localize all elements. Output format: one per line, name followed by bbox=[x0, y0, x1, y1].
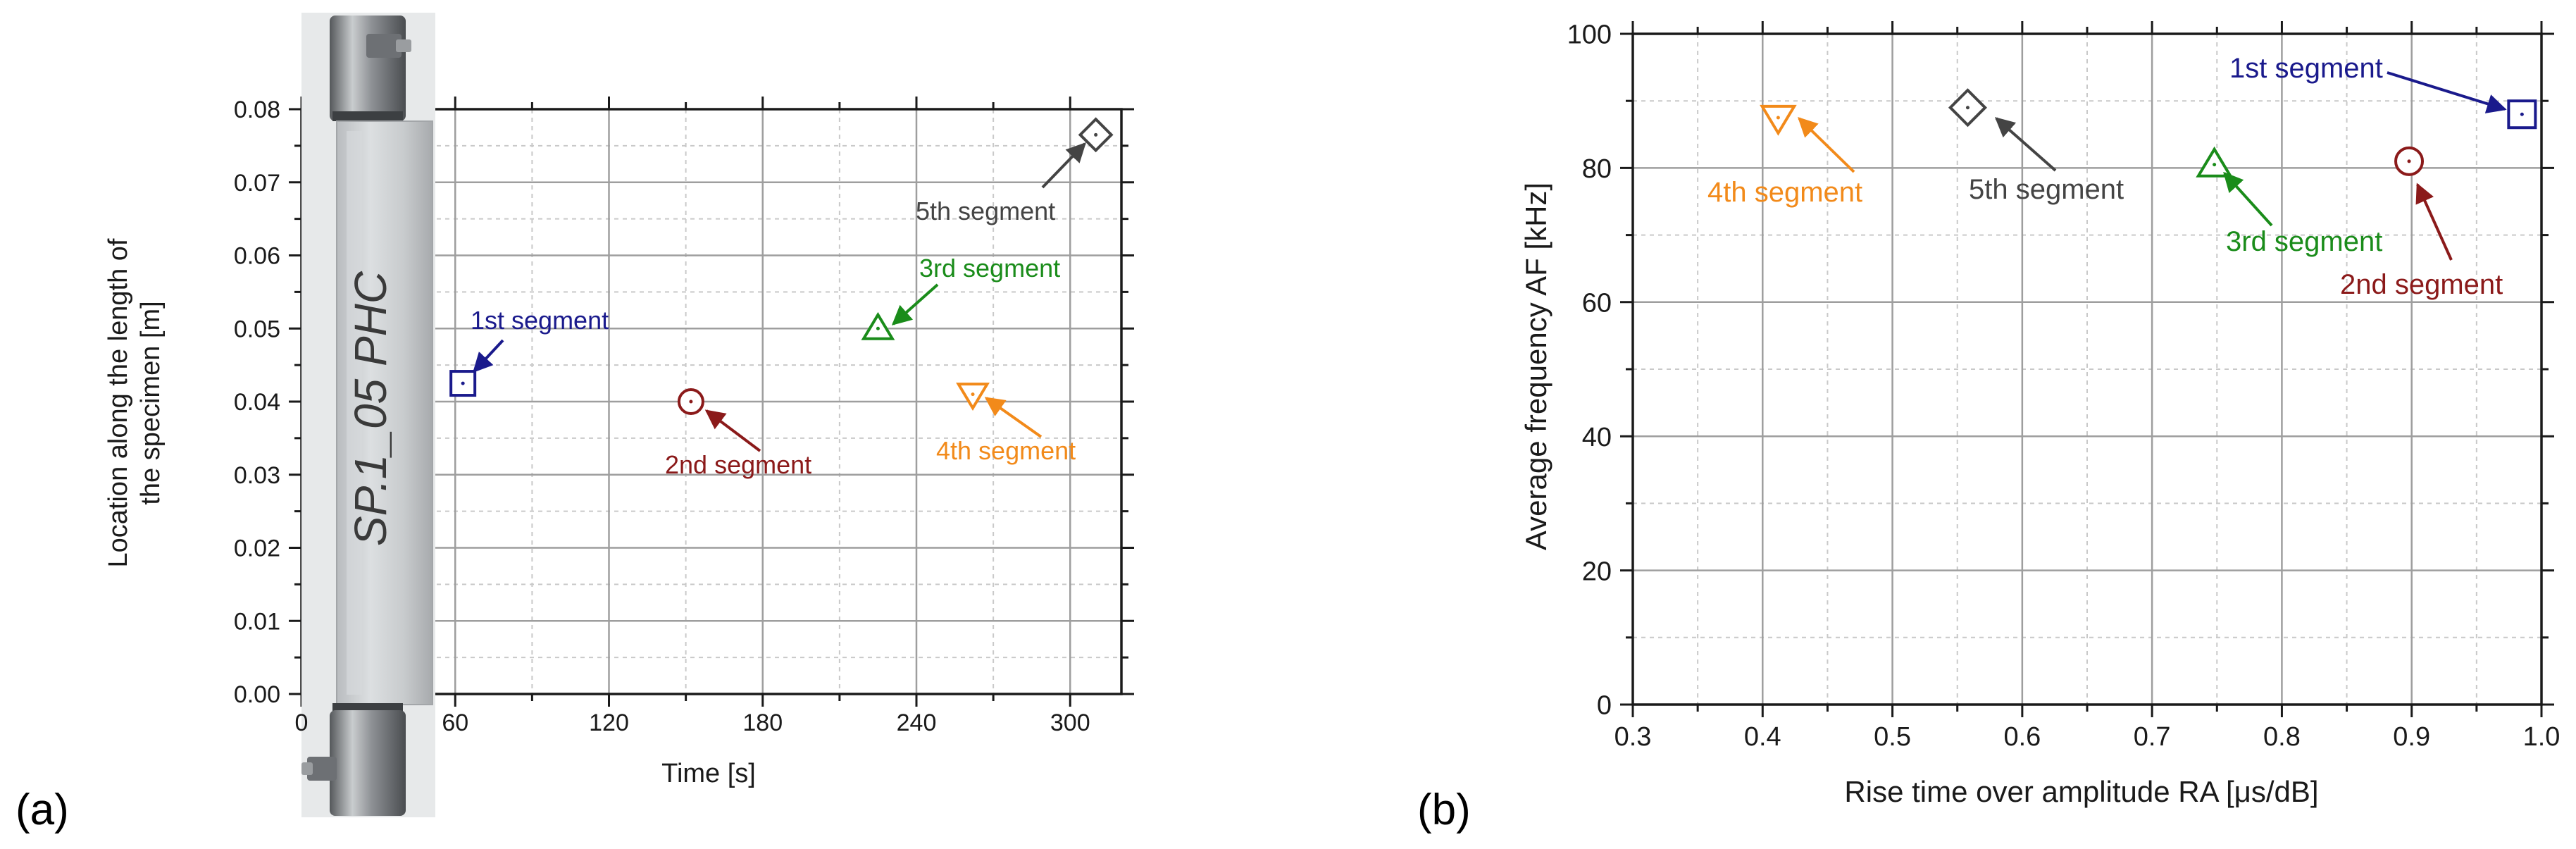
panel-a-label: (a) bbox=[15, 786, 69, 834]
panel-b-x-tick-label: 0.8 bbox=[2263, 722, 2301, 752]
panel-b-point-4th-segment bbox=[1760, 104, 1797, 136]
panel-a-point-5th-segment bbox=[1078, 117, 1114, 153]
panel-a-y-tick-label: 0.07 bbox=[234, 170, 280, 197]
panel-a-y-tick-label: 0.05 bbox=[234, 316, 280, 342]
panel-b-x-axis-title: Rise time over amplitude RA [μs/dB] bbox=[1844, 775, 2318, 808]
panel-b-grid bbox=[1633, 34, 2541, 705]
panel-a-label-5th-segment: 5th segment bbox=[916, 197, 1055, 225]
panel-a-point-1st-segment bbox=[449, 370, 477, 397]
panel-b-y-tick-label: 40 bbox=[1582, 423, 1612, 452]
panel-b-y-tick-label: 100 bbox=[1567, 20, 1612, 50]
specimen-label: SP.1_05 PHC bbox=[345, 271, 396, 546]
panel-b-arrow-3rd-segment bbox=[2223, 171, 2273, 227]
panel-a-chart: SP.1_05 PHC 0 60 120 180 240 3000.000.010.020… bbox=[15, 13, 1134, 834]
panel-a-label-4th-segment: 4th segment bbox=[936, 436, 1076, 465]
panel-b-arrow-5th-segment bbox=[1994, 117, 2057, 172]
panel-a-x-tick-label: 120 bbox=[589, 709, 629, 736]
panel-a-point-4th-segment bbox=[956, 383, 990, 411]
panel-b-point-2nd-segment bbox=[2394, 146, 2425, 176]
panel-a-ticks bbox=[289, 97, 1134, 707]
panel-a-x-axis-title: Time [s] bbox=[661, 759, 756, 788]
panel-a-tick-labels: 0 60 120 180 240 300 0.00 0.01 0.02 0.03 0.04 0.05 0… bbox=[234, 97, 1090, 736]
panel-a-y-axis-title-line-1: Location along the length of bbox=[104, 238, 133, 567]
panel-a-y-tick-label: 0.00 bbox=[234, 681, 280, 708]
panel-a-arrow-4th-segment bbox=[984, 397, 1043, 438]
panel-b-x-tick-label: 0.9 bbox=[2393, 722, 2430, 752]
panel-a-y-tick-label: 0.02 bbox=[234, 535, 280, 562]
panel-b-point-3rd-segment bbox=[2196, 146, 2233, 178]
panel-b-y-axis-title: Average frequency AF [kHz] bbox=[1519, 182, 1553, 550]
panel-a-label-3rd-segment: 3rd segment bbox=[919, 254, 1060, 283]
panel-a-y-tick-label: 0.01 bbox=[234, 608, 280, 635]
panel-a-y-tick-label: 0.04 bbox=[234, 389, 280, 416]
panel-a-x-tick-label: 240 bbox=[897, 709, 937, 736]
panel-a-point-3rd-segment bbox=[861, 311, 895, 340]
panel-b-label-2nd-segment: 2nd segment bbox=[2340, 269, 2503, 300]
panel-a-point-2nd-segment bbox=[677, 388, 704, 415]
panel-b-x-tick-label: 0.5 bbox=[1874, 722, 1911, 752]
panel-b-tick-labels: 0.3 0.4 0.5 0.6 0.7 0.8 0.9 1.0 0 20 40 60 80 100 bbox=[1567, 20, 2561, 752]
panel-b-x-tick-label: 0.4 bbox=[1744, 722, 1781, 752]
panel-b-arrow-1st-segment bbox=[2387, 71, 2507, 113]
panel-b-arrow-4th-segment bbox=[1797, 117, 1855, 173]
panel-b-y-tick-label: 80 bbox=[1582, 154, 1612, 184]
panel-b-arrow-2nd-segment bbox=[2415, 182, 2453, 261]
panel-b-label-5th-segment: 5th segment bbox=[1969, 174, 2124, 205]
panel-a-x-tick-label: 60 bbox=[442, 709, 468, 736]
panel-b-y-tick-label: 60 bbox=[1582, 288, 1612, 318]
panel-a-data-points bbox=[449, 117, 1114, 415]
panel-a-arrow-5th-segment bbox=[1041, 142, 1086, 189]
panel-b-label-4th-segment: 4th segment bbox=[1707, 177, 1862, 208]
panel-b-x-tick-label: 0.6 bbox=[2003, 722, 2041, 752]
panel-a-y-tick-label: 0.03 bbox=[234, 462, 280, 489]
panel-a-arrow-3rd-segment bbox=[891, 283, 939, 326]
panel-a-y-tick-label: 0.08 bbox=[234, 97, 280, 123]
panel-b-data-points bbox=[1760, 88, 2537, 178]
panel-b-y-tick-label: 20 bbox=[1582, 557, 1612, 586]
panel-b-label-1st-segment: 1st segment bbox=[2229, 53, 2383, 84]
panel-a-arrow-2nd-segment bbox=[704, 409, 761, 452]
panel-b-x-tick-label: 0.3 bbox=[1614, 722, 1652, 752]
panel-b-ticks bbox=[1620, 21, 2554, 717]
panel-a-x-tick-label: 300 bbox=[1050, 709, 1090, 736]
panel-a-label-1st-segment: 1st segment bbox=[471, 306, 609, 335]
panel-a-arrow-1st-segment bbox=[473, 339, 504, 373]
panel-b-point-5th-segment bbox=[1948, 88, 1987, 128]
panel-a-grid bbox=[301, 109, 1121, 694]
panel-b-chart: 0.3 0.4 0.5 0.6 0.7 0.8 0.9 1.0 0 20 40 60 80 100 Ris… bbox=[1417, 20, 2560, 834]
panel-b-x-tick-label: 1.0 bbox=[2523, 722, 2561, 752]
specimen-photo: SP.1_05 PHC bbox=[301, 13, 435, 817]
panel-b-label-3rd-segment: 3rd segment bbox=[2226, 226, 2382, 257]
panel-a-label-2nd-segment: 2nd segment bbox=[665, 450, 811, 479]
panel-a-x-tick-label: 0 bbox=[295, 709, 309, 736]
panel-b-point-1st-segment bbox=[2507, 99, 2537, 130]
panel-b-label: (b) bbox=[1417, 786, 1471, 834]
panel-a-x-tick-label: 180 bbox=[742, 709, 783, 736]
panel-b-y-tick-label: 0 bbox=[1597, 691, 1612, 721]
panel-a-y-axis-title-line-2: the specimen [m] bbox=[136, 301, 166, 504]
panel-b-x-tick-label: 0.7 bbox=[2134, 722, 2171, 752]
panel-a-y-tick-label: 0.06 bbox=[234, 243, 280, 270]
